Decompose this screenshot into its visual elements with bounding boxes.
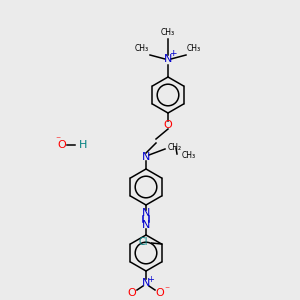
Text: N: N (142, 278, 150, 288)
Text: ⁻: ⁻ (164, 285, 169, 295)
Text: CH₂: CH₂ (168, 142, 182, 152)
Text: ⁻: ⁻ (56, 135, 61, 145)
Text: N: N (142, 208, 150, 218)
Text: +: + (148, 274, 154, 284)
Text: CH₃: CH₃ (182, 151, 196, 160)
Text: +: + (169, 50, 177, 58)
Text: O: O (156, 288, 164, 298)
Text: CH₃: CH₃ (161, 28, 175, 37)
Text: N: N (164, 54, 172, 64)
Text: N: N (142, 152, 150, 162)
Text: O: O (58, 140, 66, 150)
Text: Cl: Cl (138, 237, 148, 247)
Text: CH₃: CH₃ (135, 44, 149, 53)
Text: H: H (79, 140, 87, 150)
Text: O: O (164, 120, 172, 130)
Text: O: O (128, 288, 136, 298)
Text: CH₃: CH₃ (187, 44, 201, 53)
Text: N: N (142, 220, 150, 230)
